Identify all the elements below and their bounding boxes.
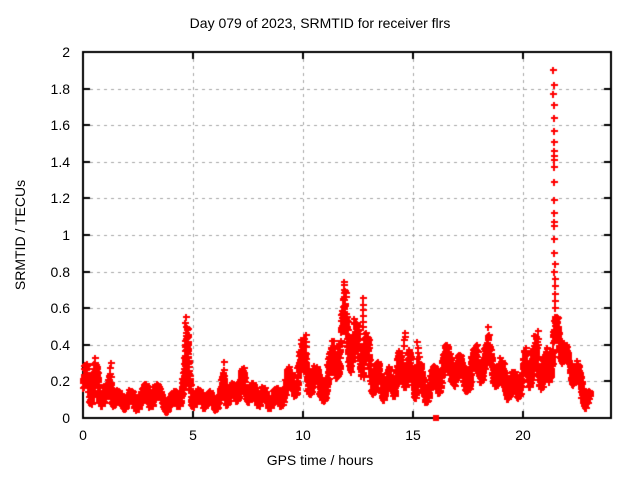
y-tick-label: 1.8 xyxy=(50,81,70,97)
x-tick-label: 20 xyxy=(515,427,531,443)
y-tick-label: 1.4 xyxy=(50,154,70,170)
y-tick-label: 0.8 xyxy=(50,264,70,280)
y-tick-label: 1.6 xyxy=(50,117,70,133)
x-tick-label: 5 xyxy=(189,427,197,443)
y-tick-label: 2 xyxy=(62,44,70,60)
y-tick-label: 0.4 xyxy=(50,337,70,353)
y-tick-label: 0 xyxy=(62,410,70,426)
x-axis-label: GPS time / hours xyxy=(266,452,374,468)
chart-title: Day 079 of 2023, SRMTID for receiver flr… xyxy=(189,15,451,31)
y-tick-label: 1 xyxy=(62,227,70,243)
y-tick-label: 1.2 xyxy=(50,190,70,206)
y-tick-label: 0.2 xyxy=(50,373,70,389)
x-tick-label: 0 xyxy=(79,427,87,443)
y-tick-label: 0.6 xyxy=(50,300,70,316)
x-tick-label: 15 xyxy=(405,427,421,443)
x-tick-label: 10 xyxy=(295,427,311,443)
